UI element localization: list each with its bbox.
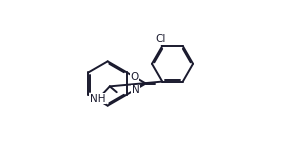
Text: O: O: [131, 72, 139, 82]
Text: N: N: [132, 85, 139, 95]
Text: NH: NH: [90, 94, 105, 104]
Text: Cl: Cl: [155, 34, 166, 44]
